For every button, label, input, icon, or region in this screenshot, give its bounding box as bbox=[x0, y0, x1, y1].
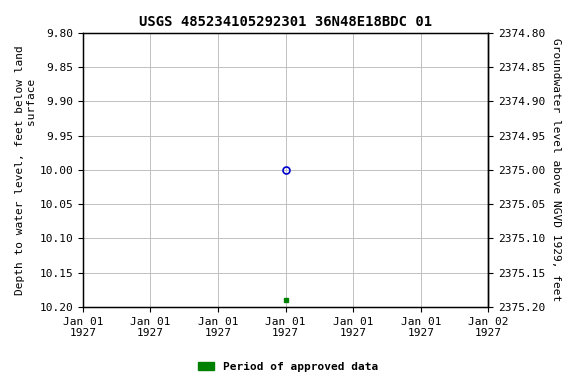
Y-axis label: Groundwater level above NGVD 1929, feet: Groundwater level above NGVD 1929, feet bbox=[551, 38, 561, 301]
Title: USGS 485234105292301 36N48E18BDC 01: USGS 485234105292301 36N48E18BDC 01 bbox=[139, 15, 432, 29]
Legend: Period of approved data: Period of approved data bbox=[193, 358, 383, 377]
Y-axis label: Depth to water level, feet below land
                    surface: Depth to water level, feet below land su… bbox=[15, 45, 37, 295]
